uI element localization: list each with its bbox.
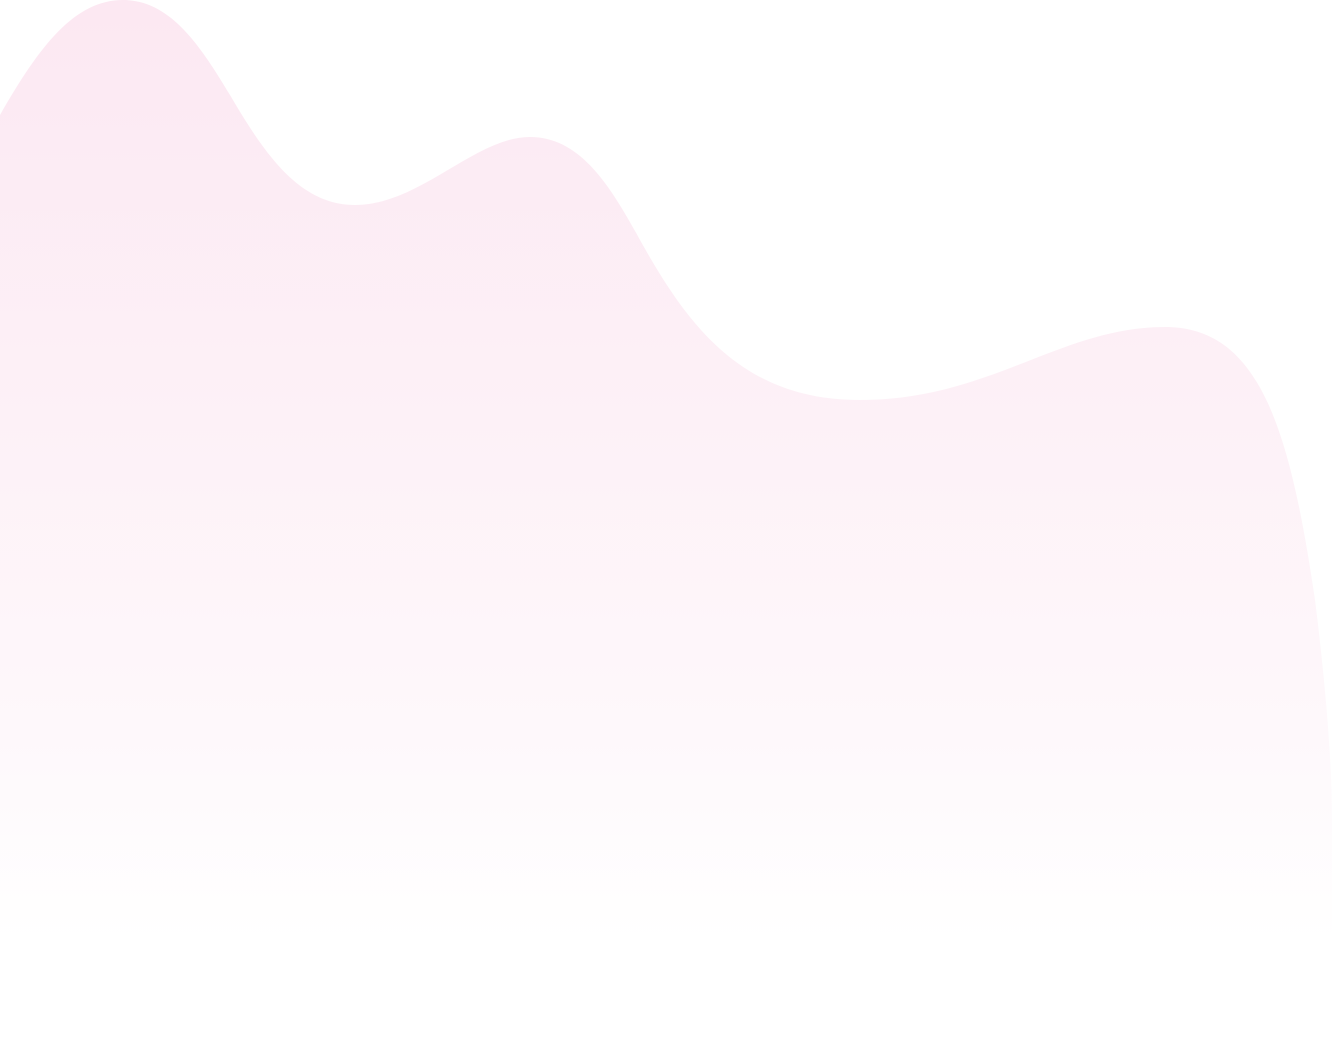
decorative-wave-background: [0, 0, 1332, 1046]
